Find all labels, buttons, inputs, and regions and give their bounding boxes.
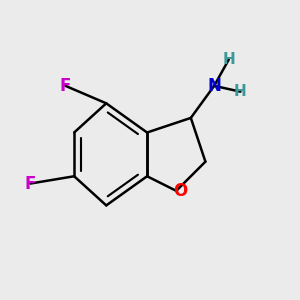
Text: O: O — [173, 182, 188, 200]
Text: H: H — [234, 84, 247, 99]
Text: H: H — [222, 52, 235, 67]
Text: N: N — [207, 77, 221, 95]
Text: F: F — [25, 175, 36, 193]
Text: F: F — [60, 77, 71, 95]
